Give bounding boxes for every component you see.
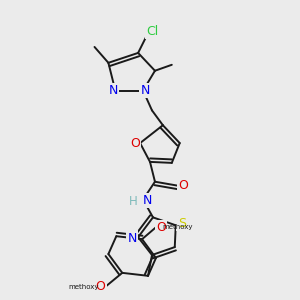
- Text: N: N: [140, 84, 150, 97]
- Text: methoxy: methoxy: [68, 284, 99, 290]
- Text: methoxy: methoxy: [163, 224, 193, 230]
- Text: O: O: [156, 221, 166, 234]
- Text: Cl: Cl: [146, 25, 158, 38]
- Text: O: O: [95, 280, 105, 293]
- Text: O: O: [130, 136, 140, 150]
- Text: H: H: [129, 195, 137, 208]
- Text: N: N: [128, 232, 137, 245]
- Text: N: N: [109, 84, 118, 97]
- Text: N: N: [142, 194, 152, 207]
- Text: S: S: [178, 217, 186, 230]
- Text: O: O: [179, 179, 189, 192]
